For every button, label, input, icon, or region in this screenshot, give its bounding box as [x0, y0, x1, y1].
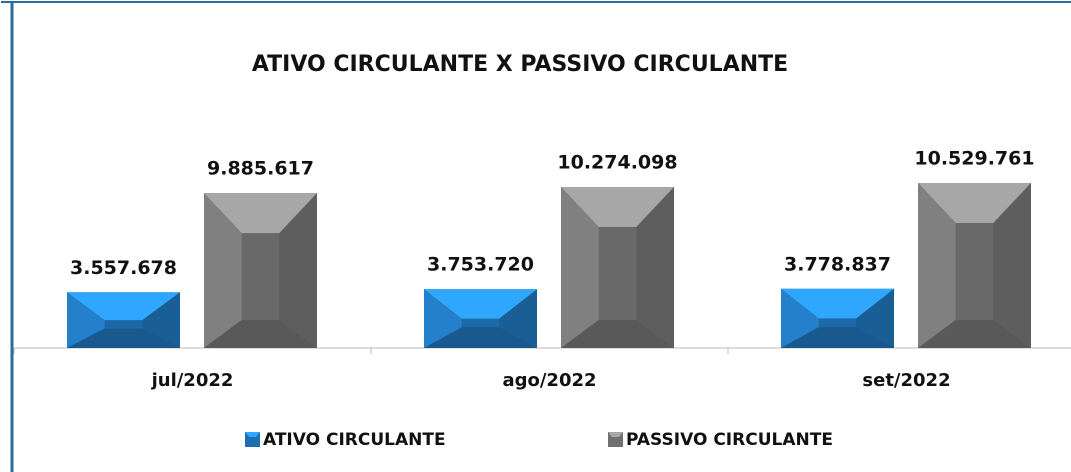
bar-bevel-right: [993, 183, 1031, 348]
x-tick-label: set/2022: [862, 370, 950, 391]
bar-bevel-left: [918, 183, 956, 348]
bar-bevel-top: [561, 187, 674, 228]
legend-swatch-bevel: [245, 432, 260, 437]
bar-bevel-bottom: [561, 320, 674, 348]
data-label: 10.274.098: [557, 152, 677, 174]
bar-bevel-bottom: [67, 328, 180, 348]
legend-swatch-bevel: [608, 432, 623, 437]
bar-bevel-top: [424, 289, 537, 319]
bar-bevel-top: [204, 193, 317, 234]
data-label: 3.778.837: [784, 253, 891, 275]
bar-bevel-left: [561, 187, 599, 348]
bar-bevel-left: [67, 292, 105, 348]
data-label: 10.529.761: [914, 148, 1034, 170]
bar-bevel-bottom: [918, 320, 1031, 348]
bar-bevel-right: [499, 289, 537, 348]
bar-bevel-right: [856, 288, 894, 348]
bar-bevel-top: [918, 183, 1031, 224]
bar-bevel-left: [204, 193, 242, 348]
bar-bevel-top: [67, 292, 180, 321]
x-tick-label: jul/2022: [151, 370, 234, 391]
bar-bevel-top: [781, 288, 894, 319]
bar-bevel-right: [636, 187, 674, 348]
data-label: 9.885.617: [207, 158, 314, 180]
data-label: 3.753.720: [427, 254, 534, 276]
bar-bevel-bottom: [781, 327, 894, 348]
legend-label: PASSIVO CIRCULANTE: [626, 430, 833, 450]
legend-label: ATIVO CIRCULANTE: [263, 430, 446, 450]
bar-bevel-bottom: [424, 327, 537, 348]
bar-bevel-right: [142, 292, 180, 348]
bar-bevel-bottom: [204, 320, 317, 348]
chart-title: ATIVO CIRCULANTE X PASSIVO CIRCULANTE: [252, 52, 788, 77]
bar-bevel-right: [279, 193, 317, 348]
x-tick-label: ago/2022: [502, 370, 596, 391]
bar-bevel-left: [781, 288, 819, 348]
bar-bevel-left: [424, 289, 462, 348]
data-label: 3.557.678: [70, 257, 177, 279]
